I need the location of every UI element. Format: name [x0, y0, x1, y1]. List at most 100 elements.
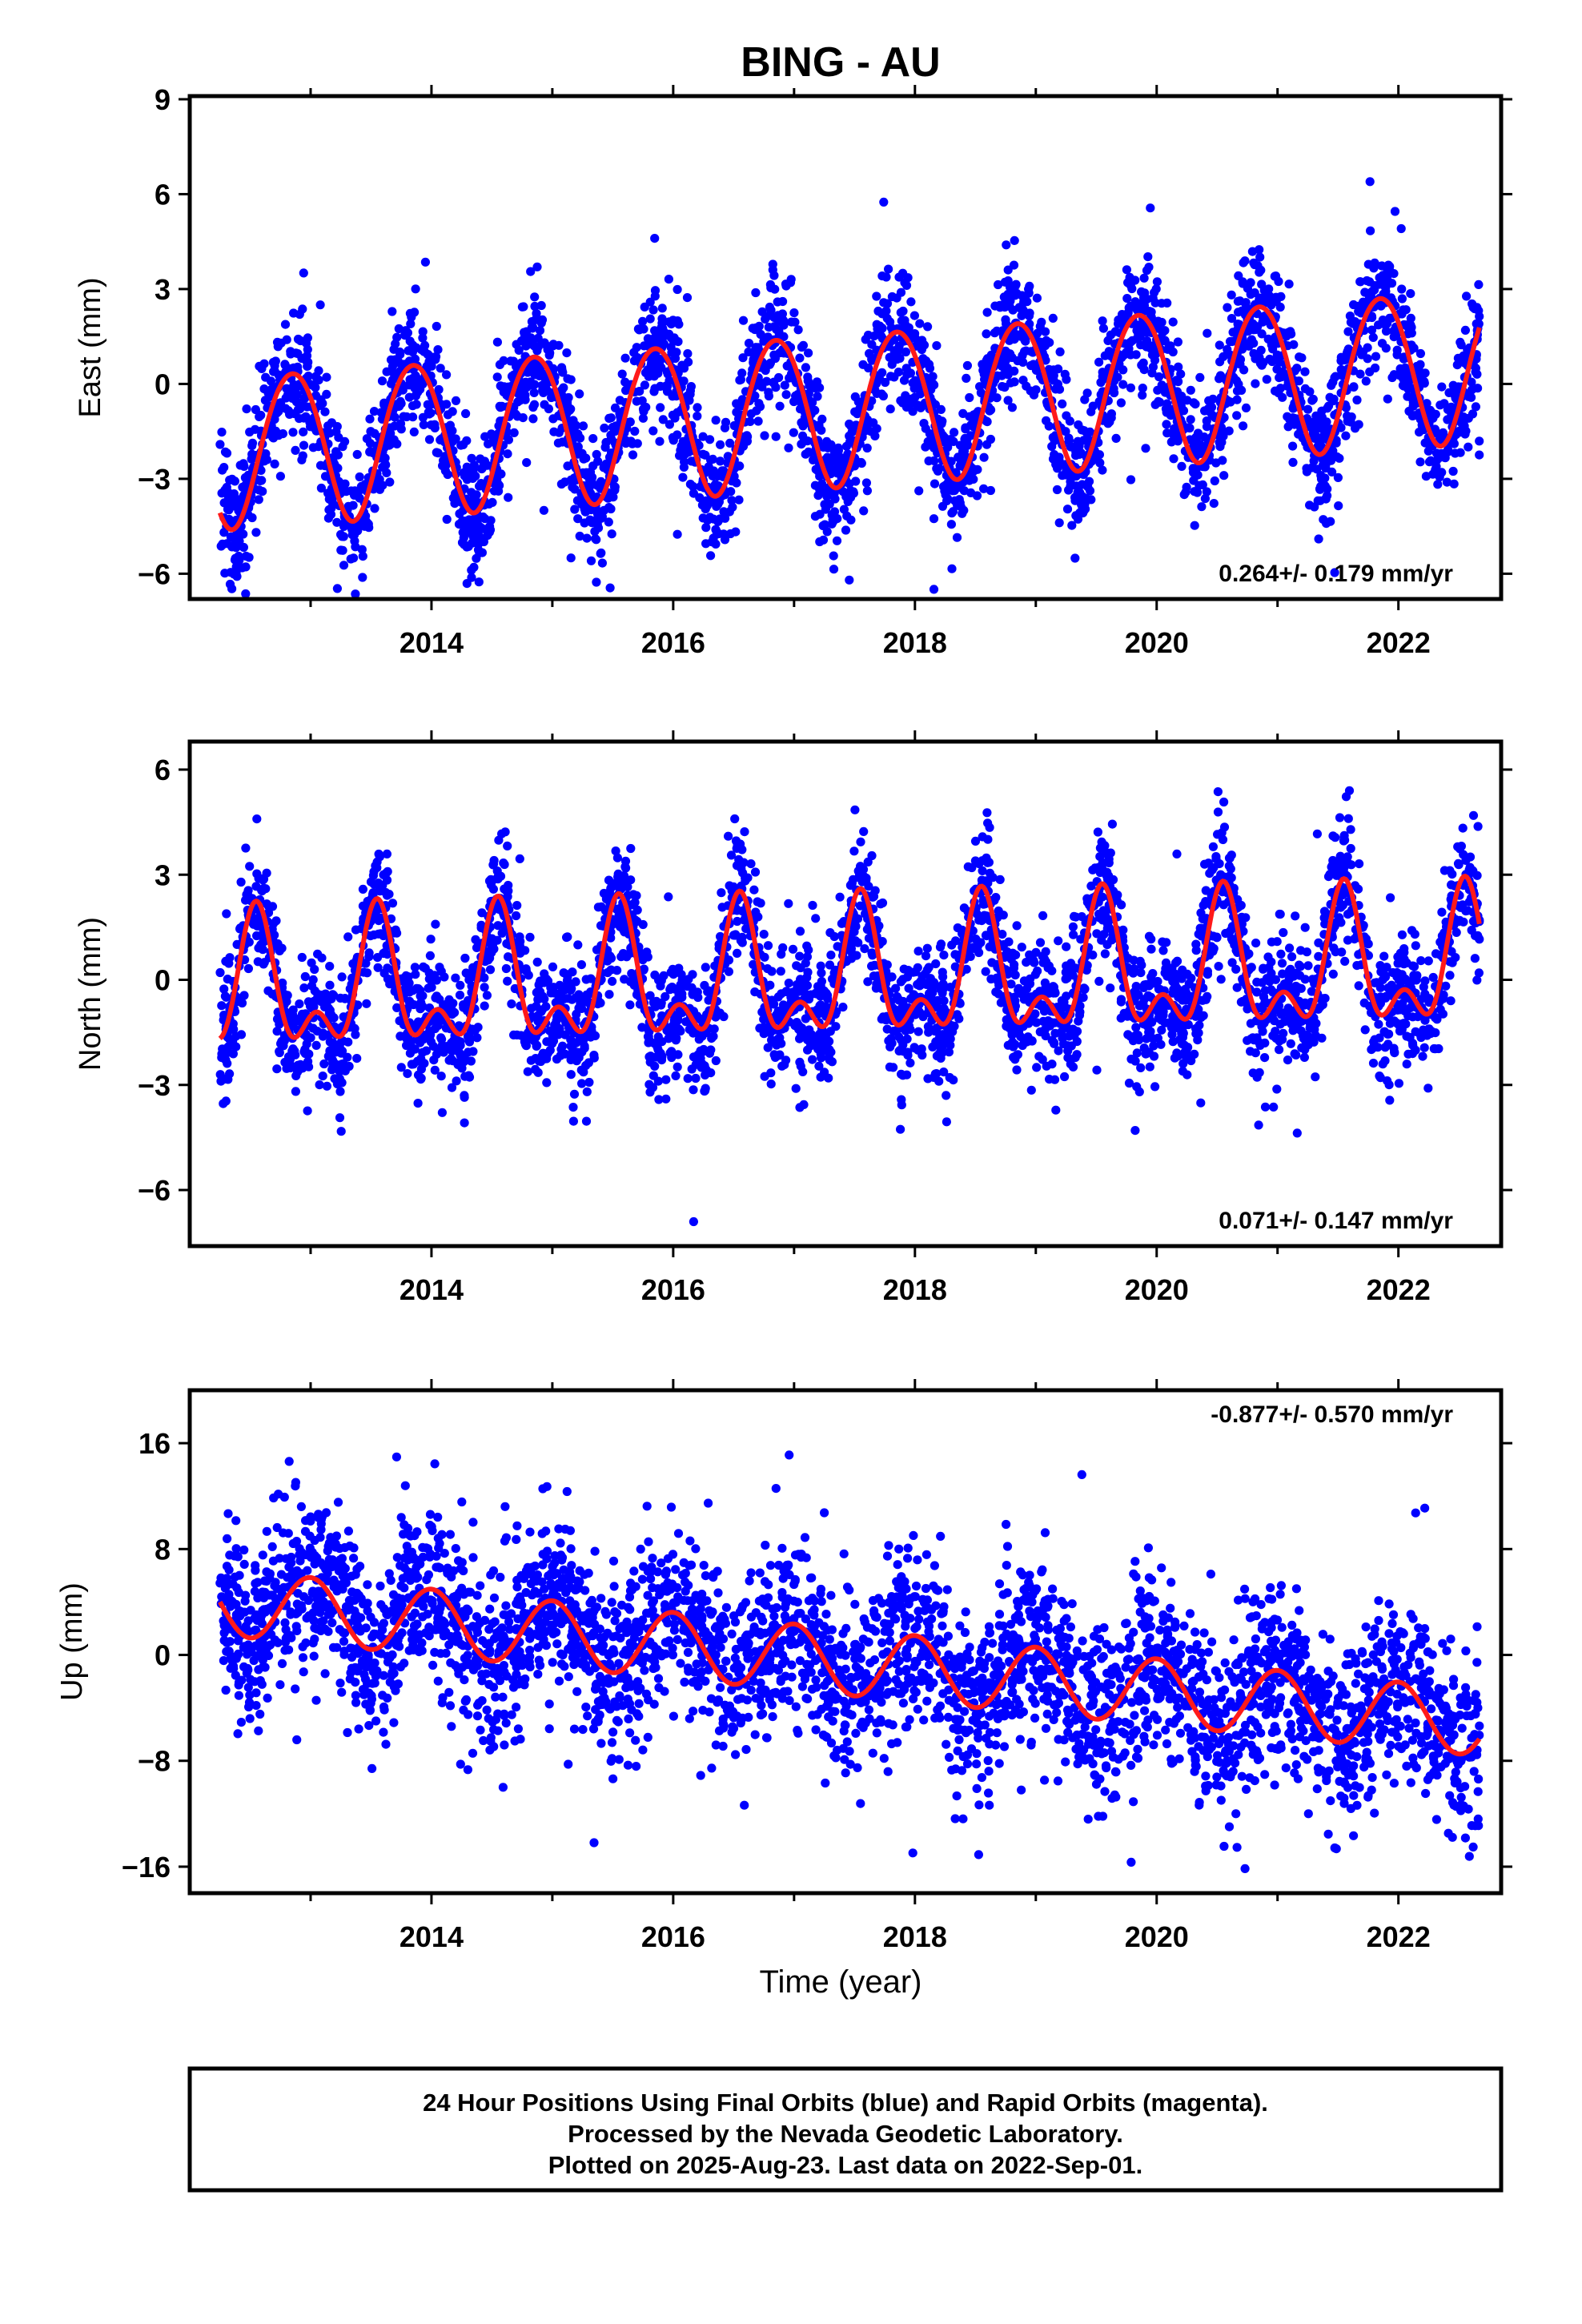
data-point	[515, 396, 525, 405]
data-point	[1006, 349, 1015, 359]
data-point	[966, 420, 976, 430]
data-point	[735, 461, 745, 471]
data-point	[962, 373, 971, 383]
data-point	[1446, 996, 1456, 1006]
data-point	[1343, 347, 1352, 356]
data-point	[877, 368, 887, 377]
data-point	[1086, 495, 1096, 505]
data-point	[609, 482, 620, 492]
data-point	[1326, 517, 1335, 526]
data-point	[683, 391, 693, 400]
data-point	[1406, 313, 1415, 323]
data-point	[1250, 288, 1259, 298]
data-point	[909, 311, 919, 320]
data-point	[392, 332, 402, 342]
data-point	[460, 953, 470, 963]
data-point	[1078, 505, 1087, 514]
data-point	[813, 392, 822, 401]
data-point	[337, 532, 347, 541]
data-point	[1098, 465, 1107, 475]
data-point	[1253, 261, 1263, 271]
data-point	[894, 341, 904, 351]
data-point	[1256, 345, 1266, 355]
data-point	[529, 400, 540, 409]
data-point	[768, 265, 777, 275]
data-point	[921, 442, 930, 452]
data-point	[462, 475, 472, 485]
data-point	[1369, 263, 1379, 273]
data-point	[442, 370, 452, 380]
data-point	[412, 400, 421, 409]
data-point	[1456, 340, 1466, 350]
data-point	[817, 414, 827, 424]
data-point	[628, 450, 638, 460]
data-point	[1142, 294, 1151, 304]
data-point	[664, 275, 674, 284]
data-point	[597, 558, 608, 568]
data-point	[846, 422, 856, 432]
data-point	[423, 400, 432, 409]
data-point	[1366, 226, 1375, 235]
data-point	[1345, 312, 1355, 321]
data-point	[923, 322, 933, 332]
data-point	[881, 377, 890, 388]
data-point	[728, 502, 737, 512]
data-point	[1001, 356, 1010, 365]
data-point	[1323, 404, 1332, 413]
data-point	[225, 475, 235, 485]
data-point	[1458, 823, 1468, 833]
data-point	[1098, 316, 1107, 326]
data-point	[921, 951, 931, 961]
data-point	[1173, 337, 1182, 347]
data-point	[667, 1052, 677, 1063]
data-point	[706, 551, 716, 561]
data-point	[480, 432, 490, 441]
data-point	[658, 415, 668, 424]
data-point	[1278, 392, 1287, 402]
data-point	[352, 1054, 362, 1063]
data-point	[1251, 379, 1260, 388]
data-point	[390, 421, 400, 431]
data-point	[1094, 357, 1104, 367]
data-point	[1026, 1085, 1036, 1095]
data-point	[902, 1070, 912, 1080]
data-point	[217, 428, 227, 437]
data-point	[1186, 385, 1195, 395]
data-point	[814, 1061, 824, 1071]
data-point	[394, 324, 404, 334]
data-point	[1053, 464, 1062, 473]
data-point	[1475, 450, 1484, 460]
data-point	[1447, 880, 1456, 890]
data-point	[378, 462, 387, 472]
data-point	[1468, 299, 1477, 309]
data-point	[451, 973, 460, 983]
data-point	[895, 353, 905, 363]
data-point	[1215, 442, 1225, 452]
data-point	[754, 399, 764, 408]
data-point	[721, 513, 730, 523]
data-point	[283, 406, 293, 416]
data-point	[955, 440, 966, 450]
data-point	[1255, 296, 1264, 305]
data-point	[377, 376, 387, 386]
data-point	[942, 493, 953, 504]
data-point	[804, 348, 813, 358]
data-point	[1271, 295, 1281, 304]
data-point	[575, 389, 584, 399]
data-point	[1255, 1068, 1264, 1077]
data-point	[1085, 486, 1095, 496]
data-point	[628, 890, 638, 899]
data-point	[877, 271, 887, 281]
data-point	[1227, 958, 1237, 967]
data-point	[425, 951, 436, 960]
data-point	[826, 951, 836, 960]
data-point	[701, 450, 710, 460]
data-point	[526, 380, 536, 390]
data-point	[1062, 375, 1071, 384]
data-point	[267, 422, 276, 432]
data-point	[639, 341, 649, 351]
data-point	[714, 613, 723, 622]
data-point	[763, 332, 773, 342]
data-point	[1004, 937, 1014, 947]
data-point	[477, 463, 488, 473]
